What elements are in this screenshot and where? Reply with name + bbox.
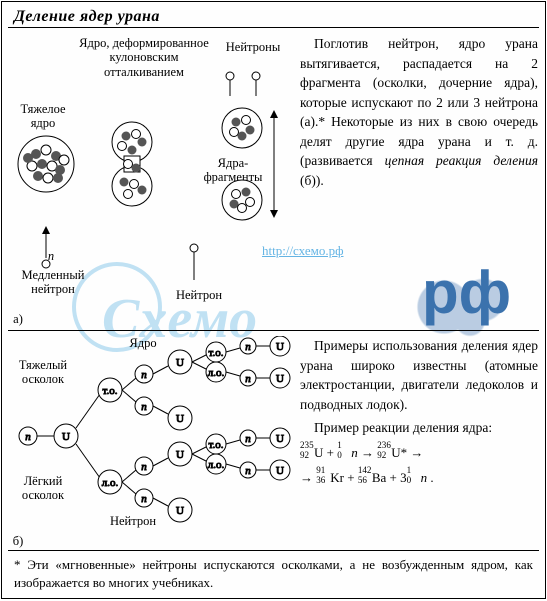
cluster-deformed-icon bbox=[112, 122, 152, 206]
svg-text:U: U bbox=[62, 431, 70, 443]
diagram-a-svg bbox=[8, 36, 292, 326]
section-a: Ядро, деформированноекулоновскимотталкив… bbox=[2, 28, 545, 330]
svg-text:n: n bbox=[245, 465, 251, 477]
page: Деление ядер урана Схемо http://схемо.рф… bbox=[1, 1, 546, 599]
svg-text:т.о.: т.о. bbox=[209, 439, 224, 451]
diagram-b: Ядро Тяжелыйосколок Лёгкийосколок Нейтро… bbox=[8, 336, 292, 546]
divider-bottom bbox=[8, 550, 539, 551]
neutrons-top-icon bbox=[226, 72, 260, 96]
svg-text:n: n bbox=[245, 433, 251, 445]
svg-text:n: n bbox=[25, 431, 31, 443]
section-b: Ядро Тяжелыйосколок Лёгкийосколок Нейтро… bbox=[2, 330, 545, 550]
equation-line-1: 23592U + 10n → 23692U* → bbox=[300, 444, 538, 463]
paragraph-b: Примеры использования деления ядер урана… bbox=[300, 336, 538, 488]
svg-text:л.о.: л.о. bbox=[208, 459, 225, 471]
diagram-a: Ядро, деформированноекулоновскимотталкив… bbox=[8, 36, 292, 326]
footnote: * Эти «мгновенные» нейтроны испускаются … bbox=[14, 556, 533, 591]
para-a-tail: (б)). bbox=[300, 173, 324, 188]
svg-text:n: n bbox=[141, 401, 147, 413]
svg-text:n: n bbox=[141, 369, 147, 381]
para-a-text: Поглотив нейтрон, ядро урана вытягиваетс… bbox=[300, 36, 538, 168]
para-b-1: Примеры использования деления ядер урана… bbox=[300, 336, 538, 414]
paragraph-a: Поглотив нейтрон, ядро урана вытягиваетс… bbox=[300, 34, 538, 191]
para-b-2: Пример реакции деления ядра: bbox=[300, 418, 538, 438]
page-title: Деление ядер урана bbox=[14, 6, 160, 28]
para-a-italic: цепная реакция деления bbox=[385, 153, 538, 168]
equation-line-2: → 9136Kr + 14256Ba + 310n . bbox=[300, 469, 538, 488]
svg-text:U: U bbox=[276, 433, 284, 445]
svg-text:U: U bbox=[176, 357, 184, 369]
svg-text:n: n bbox=[141, 493, 147, 505]
svg-text:л.о.: л.о. bbox=[208, 367, 225, 379]
svg-text:л.о.: л.о. bbox=[102, 477, 119, 489]
diagram-b-svg: n U т.о. n n U U bbox=[8, 336, 292, 546]
svg-text:U: U bbox=[276, 373, 284, 385]
svg-text:т.о.: т.о. bbox=[103, 385, 118, 397]
svg-text:т.о.: т.о. bbox=[209, 347, 224, 359]
cluster-fragments-icon bbox=[222, 108, 278, 220]
svg-text:U: U bbox=[276, 341, 284, 353]
svg-text:U: U bbox=[176, 413, 184, 425]
svg-text:n: n bbox=[245, 341, 251, 353]
svg-text:U: U bbox=[176, 449, 184, 461]
neutron-bottom-icon bbox=[190, 244, 198, 280]
svg-text:U: U bbox=[176, 505, 184, 517]
svg-text:U: U bbox=[276, 465, 284, 477]
svg-text:n: n bbox=[141, 461, 147, 473]
slow-neutron-arrow-icon bbox=[42, 226, 50, 268]
svg-text:n: n bbox=[245, 373, 251, 385]
